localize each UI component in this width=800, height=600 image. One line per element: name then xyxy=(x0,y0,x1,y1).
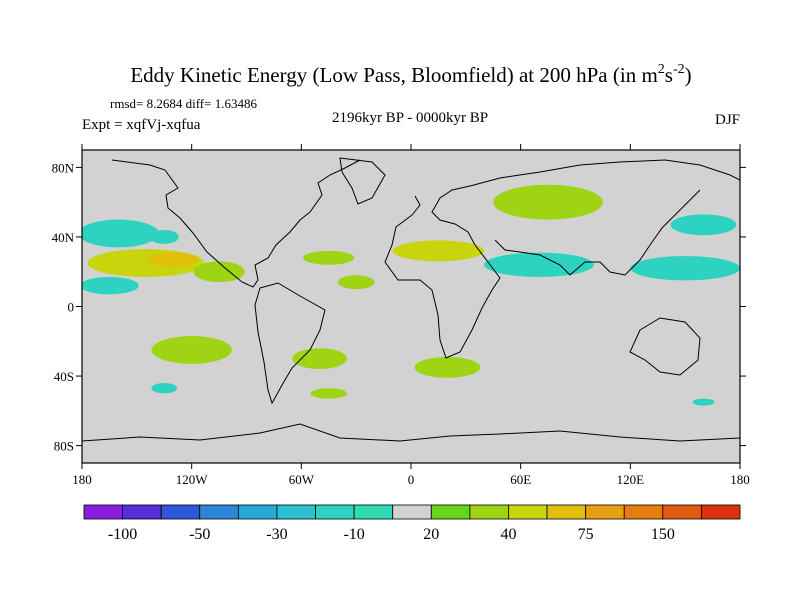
coast-south-america xyxy=(254,282,326,405)
y-tick-label: 40N xyxy=(52,230,75,245)
x-tick-label: 120W xyxy=(176,472,209,487)
colorbar-label: -10 xyxy=(343,526,364,543)
colorbar-swatch xyxy=(623,504,664,520)
colorbar-swatch xyxy=(199,504,239,520)
colorbar-label: -100 xyxy=(108,526,137,543)
x-tick-label: 120E xyxy=(617,472,645,487)
anomaly-region xyxy=(149,229,179,244)
anomaly-region xyxy=(82,276,139,295)
anomaly-region xyxy=(193,261,245,283)
colorbar-label: 40 xyxy=(500,526,516,543)
anomaly-region xyxy=(337,275,375,290)
colorbar: -100 -50 -30 -10 20 40 75 150 xyxy=(83,504,741,543)
coast-europe-africa xyxy=(384,185,501,359)
stats-label: rmsd= 8.2684 diff= 1.63486 xyxy=(110,96,257,111)
colorbar-swatch xyxy=(392,504,432,520)
y-tick-label: 80N xyxy=(52,160,75,175)
colorbar-swatch xyxy=(585,504,625,520)
y-tick-label: 40S xyxy=(54,369,74,384)
season-label: DJF xyxy=(715,112,740,128)
colorbar-swatch xyxy=(237,504,278,520)
colorbar-label: 150 xyxy=(651,526,675,543)
anomaly-region xyxy=(630,256,740,281)
colorbar-label: -50 xyxy=(189,526,210,543)
colorbar-swatch xyxy=(546,504,587,520)
anomaly-region xyxy=(392,240,485,262)
colorbar-swatch xyxy=(430,504,471,520)
colorbar-swatch xyxy=(122,504,162,520)
coast-north-america xyxy=(111,159,361,288)
map-background xyxy=(82,150,740,463)
x-tick-label: 180 xyxy=(730,472,750,487)
anomaly-region xyxy=(303,250,355,265)
chart-title: Eddy Kinetic Energy (Low Pass, Bloomfiel… xyxy=(130,62,691,87)
colorbar-swatch xyxy=(508,504,548,520)
anomaly-region xyxy=(147,252,199,267)
colorbar-label: 20 xyxy=(423,526,439,543)
colorbar-swatch xyxy=(353,504,394,520)
period-label: 2196kyr BP - 0000kyr BP xyxy=(332,110,488,126)
colorbar-swatch xyxy=(276,504,316,520)
x-tick-label: 180 xyxy=(72,472,92,487)
anomaly-layer xyxy=(82,184,740,406)
colorbar-swatch xyxy=(662,504,702,520)
y-tick-label: 0 xyxy=(68,300,75,315)
coastlines xyxy=(82,157,740,442)
colorbar-swatch xyxy=(469,504,509,520)
anomaly-region xyxy=(670,214,737,236)
anomaly-region xyxy=(292,348,348,370)
anomaly-region xyxy=(414,356,481,378)
anomaly-region xyxy=(493,184,603,220)
anomaly-region xyxy=(310,388,348,399)
colorbar-swatch xyxy=(160,504,201,520)
experiment-label: Expt = xqfVj-xqfua xyxy=(82,117,201,133)
coast-australia xyxy=(629,317,701,376)
anomaly-region xyxy=(82,219,159,248)
anomaly-region xyxy=(151,336,232,364)
coast-asia xyxy=(469,159,740,276)
colorbar-label: 75 xyxy=(578,526,594,543)
anomaly-region xyxy=(484,252,594,277)
coast-antarctica xyxy=(82,423,740,442)
colorbar-swatch xyxy=(315,504,355,520)
x-tick-label: 60W xyxy=(289,472,315,487)
axis-layer: 180 120W 60W 0 60E 120E 180 80N 40N 0 40S 80S xyxy=(52,144,750,487)
colorbar-swatch xyxy=(701,504,741,520)
y-tick-label: 80S xyxy=(54,439,74,454)
x-tick-label: 60E xyxy=(510,472,531,487)
colorbar-label: -30 xyxy=(266,526,287,543)
colorbar-swatch xyxy=(83,504,123,520)
coast-greenland xyxy=(339,157,386,205)
anomaly-region xyxy=(692,398,715,406)
x-tick-label: 0 xyxy=(408,472,415,487)
anomaly-region xyxy=(151,383,178,394)
